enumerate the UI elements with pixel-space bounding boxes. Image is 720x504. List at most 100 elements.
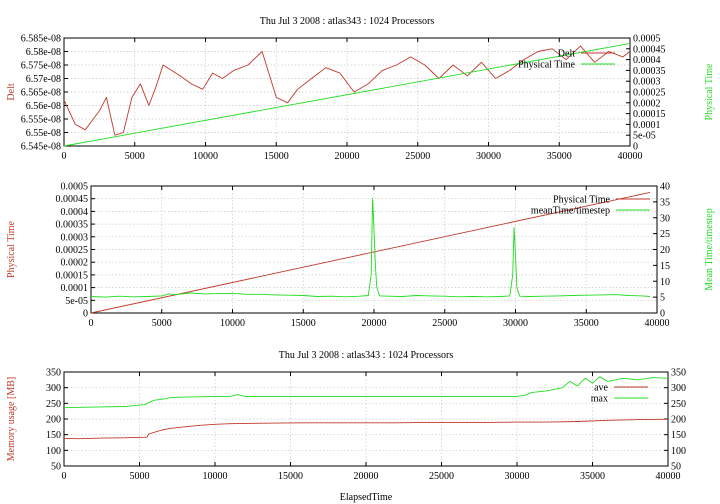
x-tick-label: 20000 [362, 318, 387, 329]
y2-tick-label: 25 [660, 229, 670, 240]
y2-tick-label: 15 [660, 261, 670, 272]
y2-tick-label: 0.00025 [633, 88, 666, 99]
y2-tick-label: 0.0005 [633, 34, 661, 45]
x-tick-label: 5000 [152, 318, 172, 329]
y2-axis-label: Physical Time [704, 63, 715, 121]
y2-tick-label: 250 [671, 399, 686, 410]
series-line-physical-time [90, 191, 650, 314]
y2-tick-label: 0.00015 [633, 109, 666, 120]
y-axis-label: Memory usage [MB] [6, 377, 17, 461]
y2-tick-label: 30 [660, 213, 670, 224]
legend-label: max [591, 394, 608, 405]
x-tick-label: 15000 [291, 318, 316, 329]
y-tick-label: 0.0004 [61, 207, 89, 218]
y2-tick-label: 0.0003 [633, 77, 661, 88]
y-tick-label: 0.00045 [56, 194, 89, 205]
y-tick-label: 350 [46, 368, 61, 379]
x-tick-label: 15000 [264, 151, 289, 162]
series-line-delt [63, 45, 631, 136]
x-tick-label: 10000 [220, 318, 245, 329]
y-tick-label: 0.0003 [61, 232, 89, 243]
y-tick-label: 6.575e-08 [21, 61, 61, 72]
y2-tick-label: 350 [671, 368, 686, 379]
y2-tick-label: 300 [671, 383, 686, 394]
x-axis-label: ElapsedTime [340, 492, 393, 503]
y2-axis-label: Mean Time/timestep [704, 208, 715, 291]
legend-label: Physical Time [553, 195, 611, 206]
y2-tick-label: 0.00035 [633, 66, 666, 77]
y2-tick-label: 0 [660, 309, 665, 320]
y-tick-label: 6.555e-08 [21, 115, 61, 126]
x-tick-label: 0 [62, 471, 67, 482]
x-tick-label: 20000 [354, 471, 379, 482]
y-tick-label: 250 [46, 399, 61, 410]
plot-frame [63, 37, 631, 147]
series-line-ave [63, 418, 669, 440]
x-tick-label: 35000 [574, 318, 599, 329]
legend-label: Delt [558, 49, 575, 60]
x-tick-label: 35000 [547, 151, 572, 162]
chart-title: Thu Jul 3 2008 : atlas343 : 1024 Process… [279, 350, 454, 361]
x-tick-label: 40000 [618, 151, 643, 162]
y-axis-label: Delt [6, 83, 17, 100]
y-tick-label: 0.0001 [61, 283, 89, 294]
x-tick-label: 30000 [476, 151, 501, 162]
y2-tick-label: 200 [671, 415, 686, 426]
y-tick-label: 0.00035 [56, 220, 89, 231]
plot-frame [63, 371, 669, 467]
x-tick-label: 30000 [505, 471, 530, 482]
y2-tick-label: 0.0004 [633, 55, 661, 66]
legend-label: ave [594, 383, 608, 394]
x-tick-label: 10000 [193, 151, 218, 162]
series-line-meantime-timestep [90, 198, 650, 298]
y-tick-label: 6.565e-08 [21, 88, 61, 99]
x-tick-label: 25000 [432, 318, 457, 329]
y-tick-label: 6.545e-08 [21, 142, 61, 153]
x-tick-label: 35000 [580, 471, 605, 482]
x-tick-label: 20000 [335, 151, 360, 162]
y2-tick-label: 10 [660, 277, 670, 288]
memory-usage-chart: Thu Jul 3 2008 : atlas343 : 1024 Process… [6, 350, 686, 503]
y-tick-label: 6.56e-08 [26, 101, 61, 112]
series-line-physical-time [63, 42, 631, 147]
x-tick-label: 25000 [405, 151, 430, 162]
y2-tick-label: 5 [660, 293, 665, 304]
y2-tick-label: 40 [660, 182, 670, 193]
plot-frame [90, 185, 658, 314]
x-tick-label: 0 [89, 318, 94, 329]
x-tick-label: 25000 [429, 471, 454, 482]
y-tick-label: 0.00015 [56, 270, 89, 281]
y-tick-label: 150 [46, 430, 61, 441]
y-tick-label: 50 [51, 462, 61, 473]
y-tick-label: 0.00025 [56, 245, 89, 256]
y2-tick-label: 0.0002 [633, 98, 661, 109]
y-tick-label: 0.0005 [61, 182, 89, 193]
x-tick-label: 0 [62, 151, 67, 162]
x-tick-label: 40000 [645, 318, 670, 329]
y-tick-label: 6.585e-08 [21, 34, 61, 45]
y-tick-label: 0.0002 [61, 258, 89, 269]
y-tick-label: 6.55e-08 [26, 128, 61, 139]
x-tick-label: 15000 [278, 471, 303, 482]
legend-label: meanTime/timestep [531, 206, 610, 217]
y-axis-label: Physical Time [6, 220, 17, 278]
y2-tick-label: 35 [660, 197, 670, 208]
physical-time-mean-timestep-chart: 0 5000 10000 15000 20000 25000 30000 35000 40000… [6, 182, 715, 330]
y-tick-label: 300 [46, 383, 61, 394]
y-tick-label: 6.58e-08 [26, 47, 61, 58]
y2-tick-label: 0.0001 [633, 120, 661, 131]
y2-tick-label: 20 [660, 245, 670, 256]
x-tick-label: 30000 [503, 318, 528, 329]
legend-label: Physical Time [518, 60, 576, 71]
y-tick-label: 5e-05 [65, 296, 88, 307]
y2-tick-label: 0.00045 [633, 44, 666, 55]
y2-tick-label: 50 [671, 462, 681, 473]
chart-title: Thu Jul 3 2008 : atlas343 : 1024 Process… [260, 16, 435, 27]
x-tick-label: 40000 [656, 471, 681, 482]
y-tick-label: 100 [46, 446, 61, 457]
delt-physical-time-chart: Thu Jul 3 2008 : atlas343 : 1024 Process… [6, 16, 715, 162]
x-tick-label: 10000 [203, 471, 228, 482]
y2-tick-label: 0 [633, 142, 638, 153]
series-line-max [63, 376, 669, 409]
